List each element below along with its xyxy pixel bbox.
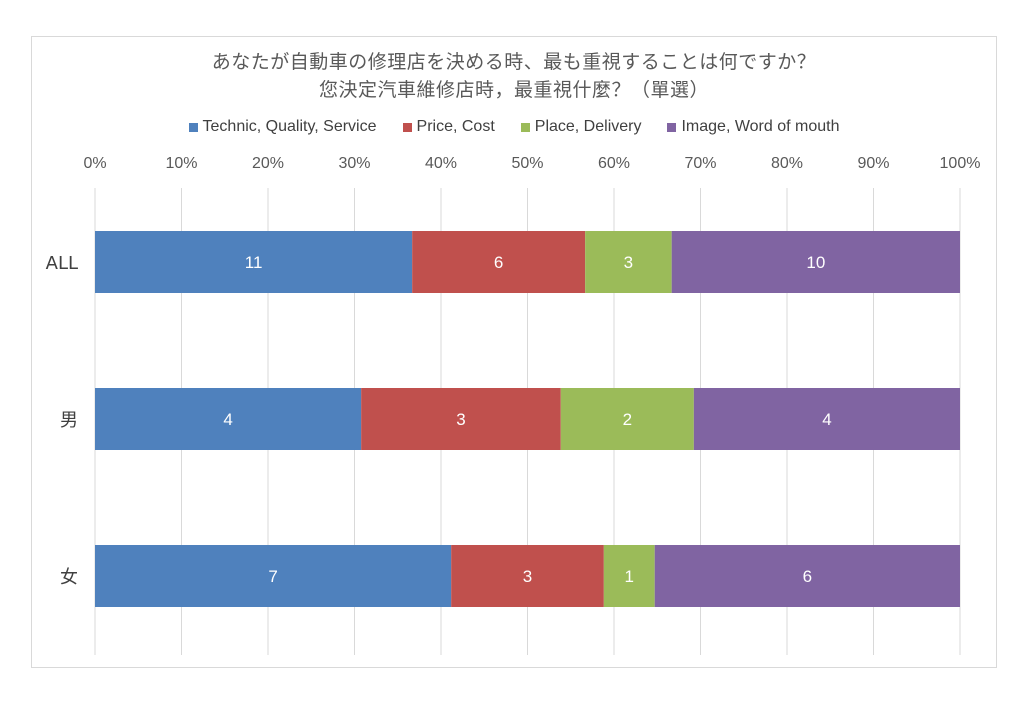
bar-segment [361,388,561,450]
bar-segment [412,231,586,293]
legend-swatch [188,122,198,132]
bar-segment [451,545,604,607]
legend-label: Image, Word of mouth [681,118,840,135]
bar-segment [654,545,960,607]
x-tick-label: 60% [598,155,630,172]
data-label: 3 [456,410,465,429]
x-tick-label: 50% [511,155,543,172]
x-tick-label: 10% [165,155,197,172]
legend-item-image: Image, Word of mouth [667,118,839,136]
legend-swatch [667,122,677,132]
chart-subtitle: 您決定汽車維修店時，最重視什麼？（單選） [318,79,709,101]
bar-segment [693,388,960,450]
category-label: 女 [60,567,78,588]
legend-swatch [402,122,412,132]
bar-segment [585,231,672,293]
legend-label: Place, Delivery [534,118,642,135]
data-label: 3 [624,253,633,272]
chart-title: あなたが自動車の修理店を決める時、最も重視することは何ですか？ [211,51,817,73]
data-label: 1 [625,567,634,586]
data-label: 4 [822,410,831,429]
legend-swatch [520,122,530,132]
data-label: 3 [523,567,532,586]
data-label: 6 [803,567,812,586]
x-tick-label: 0% [83,155,106,172]
x-tick-label: 30% [338,155,370,172]
category-label: 男 [60,410,78,431]
legend-item-price: Price, Cost [402,118,495,136]
bar-segment [671,231,960,293]
x-tick-label: 20% [252,155,284,172]
bar-segment [95,231,413,293]
x-tick-label: 80% [771,155,803,172]
data-label: 7 [268,567,277,586]
data-label: 2 [623,410,632,429]
x-tick-label: 90% [857,155,889,172]
bar-segment [95,545,452,607]
legend-item-technic: Technic, Quality, Service [188,118,377,136]
x-tick-label: 70% [684,155,716,172]
x-tick-label: 100% [940,155,981,172]
category-label: ALL [46,253,78,274]
legend-label: Price, Cost [416,118,495,135]
chart-legend: Technic, Quality, Service Price, Cost Pl… [31,118,997,136]
data-label: 4 [223,410,232,429]
data-label: 10 [806,253,825,272]
bar-segment [95,388,362,450]
data-label: 11 [245,253,263,272]
legend-label: Technic, Quality, Service [202,118,377,135]
bar-segment [603,545,655,607]
x-tick-label: 40% [425,155,457,172]
bar-segment [560,388,694,450]
legend-item-place: Place, Delivery [520,118,642,136]
data-label: 6 [494,253,503,272]
